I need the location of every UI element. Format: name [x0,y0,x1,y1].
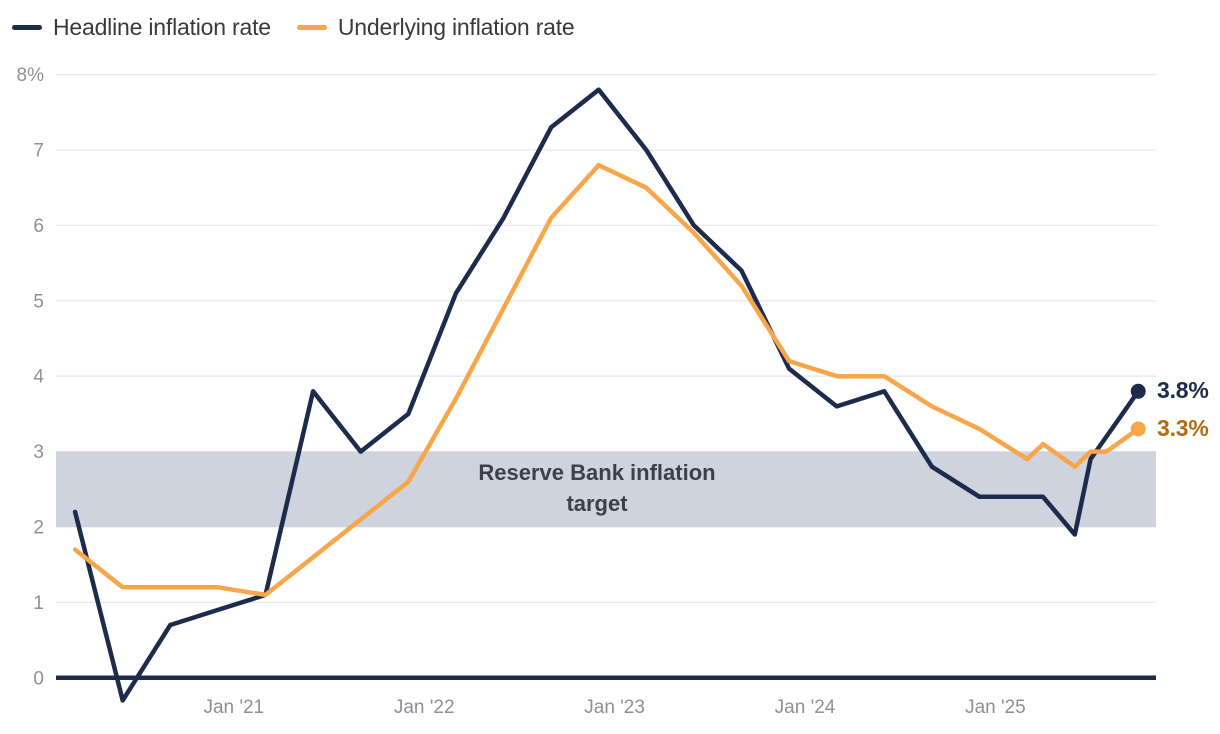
headline-end-value-label: 3.8% [1157,377,1209,404]
x-axis-tick-labels: Jan '21 Jan '22 Jan '23 Jan '24 Jan '25 [203,697,1025,718]
underlying-end-dot [1130,421,1146,437]
y-tick-label: 3 [33,442,44,463]
target-band-label: Reserve Bank inflation target [462,457,732,519]
x-tick-label: Jan '25 [965,697,1026,718]
series-end-dots [1130,383,1146,437]
legend-label-headline: Headline inflation rate [53,14,271,40]
chart-legend: Headline inflation rate Underlying infla… [12,14,575,41]
target-band-label-line2: target [566,491,628,516]
x-tick-label: Jan '22 [394,697,455,718]
y-tick-label: 6 [33,216,44,237]
y-tick-label: 0 [33,668,44,689]
y-axis-tick-labels: 8% 7 6 5 4 3 2 1 0 [17,65,45,689]
y-tick-label: 8% [17,65,45,86]
x-tick-label: Jan '23 [584,697,645,718]
headline-end-dot [1130,383,1146,399]
headline-series-line [72,87,1141,703]
legend-item-underlying: Underlying inflation rate [296,14,575,41]
y-tick-label: 2 [33,518,44,539]
series-lines [72,87,1141,703]
underlying-line-swatch-icon [296,25,327,30]
headline-line-swatch-icon [12,25,42,30]
x-tick-label: Jan '21 [203,697,264,718]
legend-item-headline: Headline inflation rate [12,14,271,41]
target-band-rect [56,451,1156,527]
underlying-end-value-label: 3.3% [1157,414,1209,441]
y-tick-label: 7 [33,141,44,162]
y-tick-label: 5 [33,291,44,312]
target-band [56,451,1156,527]
y-tick-label: 4 [33,367,44,388]
x-tick-label: Jan '24 [775,697,836,718]
y-tick-label: 1 [33,593,44,614]
target-band-label-line1: Reserve Bank inflation [478,460,716,485]
underlying-series-line [72,162,1141,598]
legend-label-underlying: Underlying inflation rate [337,14,575,40]
